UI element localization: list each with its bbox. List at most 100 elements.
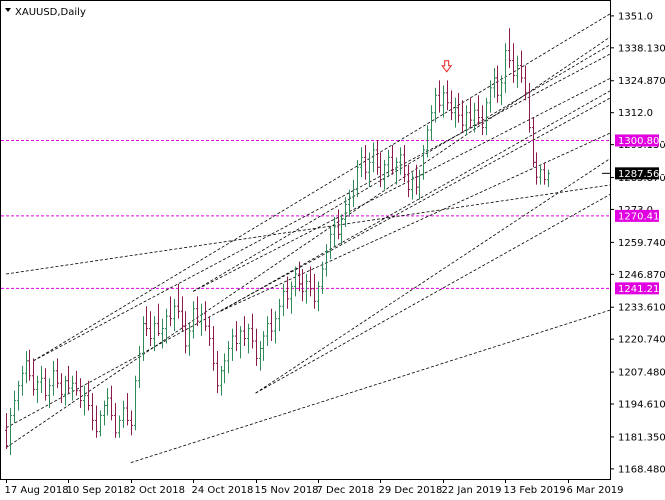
ohlc-bar [360,147,363,178]
chevron-down-icon[interactable] [5,8,11,12]
ohlc-bar [496,65,499,103]
ohlc-bar [305,274,308,304]
trendline[interactable] [220,70,665,312]
ohlc-bar [481,105,484,136]
ohlc-bar [348,189,351,217]
ohlc-bar [103,400,106,426]
trendline[interactable] [220,13,665,312]
x-tick-label: 10 Sep 2018 [67,485,130,496]
x-tick-label: 22 Jan 2019 [442,485,502,496]
ohlc-bar [83,385,86,416]
ohlc-bar [309,266,312,297]
ohlc-bar [333,216,336,247]
trendline[interactable] [193,8,665,292]
ohlc-bar [266,316,269,346]
ohlc-bar [465,105,468,136]
ohlc-bar [110,385,113,421]
ohlc-bar [130,410,133,436]
ohlc-bar [44,368,47,401]
ohlc-bar [317,281,320,312]
ohlc-bar [231,328,234,361]
x-tick-label: 2 Oct 2018 [130,485,185,496]
chart-frame [0,0,611,480]
y-tick-label: 1324.870 [618,76,665,87]
ohlc-bar [422,144,425,180]
ohlc-bar [36,375,39,404]
arrow-marker[interactable] [441,60,453,73]
ohlc-bar [543,162,546,185]
ohlc-bar [196,296,199,327]
ohlc-bar [181,296,184,332]
ohlc-bar [364,144,367,180]
ohlc-bar [387,149,390,178]
ohlc-bar [255,328,258,366]
ohlc-bar [95,405,98,438]
ohlc-bar [454,97,457,128]
ohlc-bar [520,50,523,83]
ohlc-bar [21,365,24,396]
ohlc-bar [239,326,242,359]
ohlc-bar [114,403,117,438]
ohlc-bar [17,380,20,411]
ohlc-bar [87,380,90,411]
ohlc-bar [340,214,343,245]
ohlc-bar [134,375,137,431]
horizontal-levels [1,139,610,289]
ohlc-bar [301,269,304,302]
y-tick-label: 1168.480 [618,464,665,475]
ohlc-bar [344,197,347,227]
ohlc-bar [262,331,265,361]
ohlc-bar [40,365,43,394]
down-arrow-icon[interactable] [441,60,453,73]
trendline[interactable] [5,23,665,429]
ohlc-bar [28,349,31,381]
ohlc-bar [418,169,421,200]
ohlc-bar [532,117,535,168]
ohlc-bar [25,350,28,384]
trendline[interactable] [130,267,665,464]
ohlc-bar [274,311,277,344]
ohlc-bar [270,308,273,342]
ohlc-bar [329,226,332,260]
x-tick-label: 29 Dec 2018 [379,485,443,496]
ohlc-bar [91,393,94,431]
ohlc-bar [383,159,386,190]
y-tick-label: 1338.130 [618,43,665,54]
x-tick-label: 17 Aug 2018 [5,485,69,496]
x-tick-label: 7 Dec 2018 [317,485,375,496]
ohlc-bar [75,370,78,396]
ohlc-bar [524,65,527,101]
ohlc-bar [223,353,226,384]
ohlc-bar [500,75,503,106]
y-tick-label: 1181.350 [618,432,665,443]
ohlc-bar [235,321,238,351]
trendline[interactable] [33,0,665,362]
ohlc-bar [477,95,480,126]
ohlc-bar [13,390,16,423]
ohlc-bar [5,412,8,449]
ohlc-bar [391,144,394,175]
y-tick-label: 1312.0 [618,108,653,119]
ohlc-bar [106,388,109,416]
ohlc-bar [434,87,437,123]
ohlc-bar [376,139,379,175]
ohlc-bar [290,281,293,314]
ohlc-bar [200,303,203,337]
ohlc-bar [48,378,51,409]
ohlc-bar [294,266,297,297]
ohlc-bar [298,261,301,292]
ohlc-bar [489,80,492,113]
trendline[interactable] [255,118,665,394]
ohlc-bar [247,323,250,354]
ohlc-bar [446,80,449,111]
ohlc-bar [403,144,406,183]
ohlc-bar [138,345,141,389]
ohlc-bar [368,152,371,188]
ohlc-bar [407,164,410,198]
ohlc-bar [426,125,429,158]
ohlc-bar [325,244,328,277]
ohlc-bar [356,159,359,198]
ohlc-bar [145,306,148,337]
